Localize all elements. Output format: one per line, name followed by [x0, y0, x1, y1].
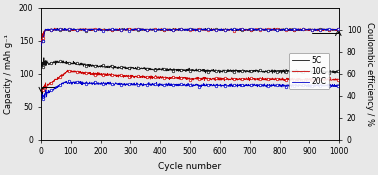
- 10C: [39, 43, 44, 45]
- 20C: [62, 27, 67, 29]
- 20C: [244, 29, 248, 31]
- 10C: [70, 29, 74, 31]
- Line: 5C: 5C: [41, 28, 339, 40]
- 10C: [53, 27, 57, 29]
- 20C: [271, 29, 276, 31]
- 5C: [277, 29, 282, 31]
- 20C: [39, 45, 43, 47]
- Legend: 5C, 10C, 20C: 5C, 10C, 20C: [289, 52, 329, 89]
- 5C: [244, 28, 248, 30]
- 20C: [277, 29, 282, 31]
- 5C: [70, 28, 74, 30]
- Line: 10C: 10C: [41, 28, 339, 44]
- 20C: [170, 29, 175, 31]
- 20C: [70, 29, 74, 31]
- X-axis label: Cycle number: Cycle number: [158, 162, 222, 171]
- 5C: [160, 29, 164, 32]
- 5C: [273, 27, 277, 29]
- 10C: [39, 42, 43, 44]
- Y-axis label: Capacity / mAh g⁻¹: Capacity / mAh g⁻¹: [4, 34, 13, 114]
- 10C: [337, 30, 341, 32]
- Y-axis label: Coulombic efficiency / %: Coulombic efficiency / %: [365, 22, 374, 126]
- 5C: [39, 38, 43, 40]
- 5C: [40, 39, 45, 41]
- 10C: [244, 28, 249, 30]
- 10C: [171, 28, 175, 30]
- 10C: [160, 28, 164, 30]
- 20C: [160, 28, 164, 30]
- 10C: [272, 29, 276, 31]
- 5C: [170, 29, 175, 31]
- 5C: [271, 29, 276, 31]
- 10C: [277, 28, 282, 30]
- 20C: [337, 28, 341, 30]
- Line: 20C: 20C: [41, 28, 339, 46]
- 5C: [337, 29, 341, 31]
